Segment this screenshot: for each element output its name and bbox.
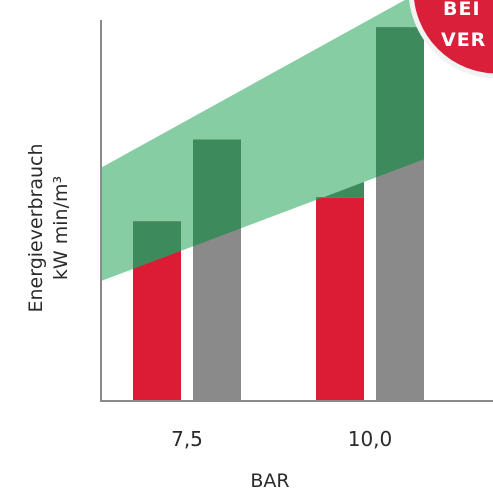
badge-circle	[409, 0, 493, 79]
band-overlap-layer	[133, 27, 424, 269]
bar-band-overlap-2-1	[193, 139, 241, 247]
badge-line-1: BEI	[443, 0, 481, 20]
badge-line-2: VER	[441, 29, 486, 51]
x-tick-label-1: 7,5	[171, 427, 203, 451]
x-tick-label-2: 10,0	[348, 427, 393, 451]
y-axis-label-line-2: kW min/m³	[50, 176, 72, 280]
promo-badge: BEI VER	[409, 0, 493, 79]
y-axis-label-line-1: Energieverbrauch	[25, 143, 47, 312]
bar-band-overlap-2-2	[376, 27, 424, 178]
x-tick-labels: 7,5 10,0	[171, 427, 392, 451]
efficiency-band	[101, 0, 424, 282]
efficiency-band-layer	[101, 0, 424, 282]
bar-series-1-2	[316, 197, 364, 401]
bar-band-overlap-1-2	[316, 181, 364, 200]
bar-band-overlap-1-1	[133, 221, 181, 269]
y-axis-label: Energieverbrauch kW min/m³	[25, 143, 72, 312]
x-axis-label: BAR	[250, 470, 289, 492]
axes-layer	[100, 20, 493, 402]
